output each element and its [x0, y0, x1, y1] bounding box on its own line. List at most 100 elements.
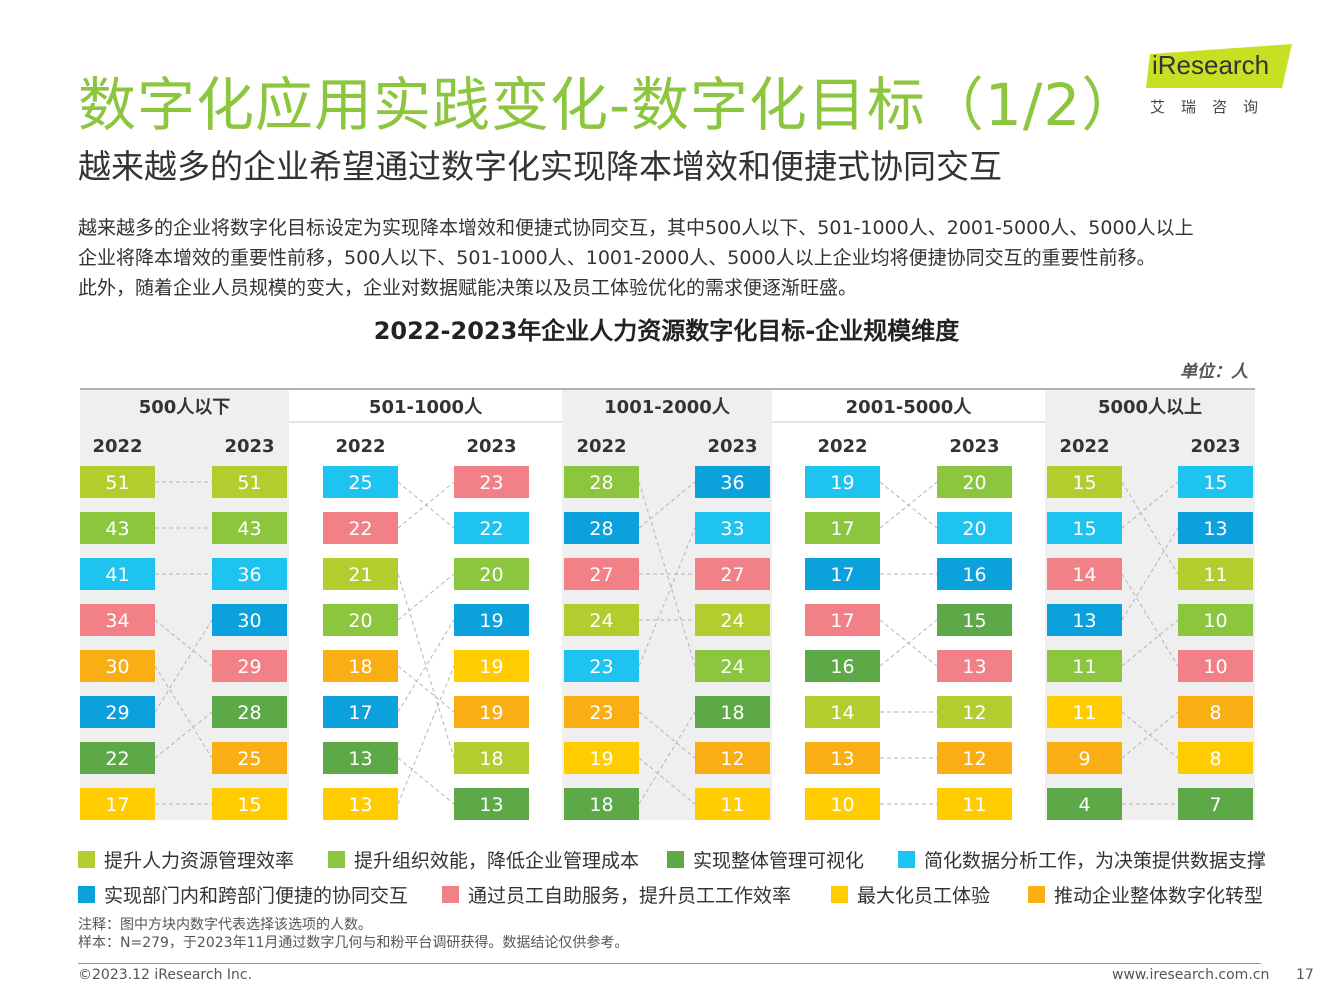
year-label-2023: 2023: [949, 436, 999, 457]
rank-2022-box: [323, 604, 398, 636]
legend-swatch: [667, 851, 684, 868]
rank-connector: [154, 711, 213, 759]
rank-2022-box: [564, 512, 639, 544]
rank-2023-box: [212, 466, 287, 498]
rank-2023-box: [937, 742, 1012, 774]
group-header-label: 500人以下: [139, 397, 231, 418]
legend-item: 简化数据分析工作，为决策提供数据支撑: [898, 846, 1266, 873]
rank-2022-value: 9: [1078, 748, 1090, 770]
rank-2022-value: 28: [589, 518, 613, 540]
rank-2022-value: 28: [589, 472, 613, 494]
rank-2022-value: 41: [105, 564, 129, 586]
group-header-label: 2001-5000人: [846, 397, 973, 418]
legend-item: 最大化员工体验: [831, 881, 990, 908]
legend-item: 提升人力资源管理效率: [78, 846, 294, 873]
year-label-2023: 2023: [1190, 436, 1240, 457]
rank-2022-value: 14: [1072, 564, 1096, 586]
rank-2023-box: [695, 466, 770, 498]
year-label-2022: 2022: [576, 436, 626, 457]
rank-connector: [1121, 527, 1179, 621]
legend-swatch: [328, 851, 345, 868]
rank-connector: [397, 665, 455, 713]
rank-2023-value: 13: [479, 794, 503, 816]
rank-connector: [638, 481, 696, 529]
rank-2022-value: 19: [589, 748, 613, 770]
rank-2022-value: 18: [589, 794, 613, 816]
rank-2023-value: 27: [720, 564, 744, 586]
year-label-2022: 2022: [817, 436, 867, 457]
rank-2023-box: [695, 650, 770, 682]
rank-2023-value: 43: [237, 518, 261, 540]
rank-2022-box: [805, 696, 880, 728]
page-number: 17: [1296, 967, 1314, 983]
rank-connector: [1121, 573, 1179, 667]
rank-2023-box: [695, 788, 770, 820]
rank-2022-box: [564, 650, 639, 682]
legend-item: 实现整体管理可视化: [667, 846, 864, 873]
year-label-2023: 2023: [224, 436, 274, 457]
rank-2023-box: [1178, 466, 1253, 498]
legend-label: 实现部门内和跨部门便捷的协同交互: [104, 885, 409, 907]
rank-2022-box: [805, 742, 880, 774]
rank-2022-box: [1047, 742, 1122, 774]
rank-connector: [879, 481, 938, 529]
rank-2023-value: 7: [1209, 794, 1221, 816]
rank-2022-value: 25: [348, 472, 372, 494]
rank-2022-box: [805, 466, 880, 498]
rank-2023-value: 11: [962, 794, 986, 816]
rank-2023-value: 51: [237, 472, 261, 494]
description: 越来越多的企业将数字化目标设定为实现降本增效和便捷式协同交互，其中500人以下、…: [78, 213, 1268, 303]
copyright: ©2023.12 iResearch Inc.: [78, 967, 253, 983]
year-label-2022: 2022: [335, 436, 385, 457]
logo-brand-text: iResearch: [1152, 50, 1270, 80]
rank-2023-box: [212, 512, 287, 544]
rank-2023-box: [937, 512, 1012, 544]
rank-2022-box: [564, 788, 639, 820]
rank-connector: [397, 619, 455, 713]
legend-swatch: [831, 886, 848, 903]
rank-2023-value: 20: [962, 472, 986, 494]
rank-2023-box: [1178, 512, 1253, 544]
year-label-2022: 2022: [1059, 436, 1109, 457]
rank-2022-box: [564, 466, 639, 498]
rank-2023-value: 20: [479, 564, 503, 586]
rank-2022-value: 17: [105, 794, 129, 816]
rank-2022-value: 23: [589, 656, 613, 678]
rank-2022-value: 13: [348, 748, 372, 770]
rank-2022-box: [80, 604, 155, 636]
rank-2023-box: [937, 558, 1012, 590]
rank-2022-box: [323, 696, 398, 728]
rank-2022-box: [805, 604, 880, 636]
rank-2022-box: [80, 742, 155, 774]
rank-2022-box: [1047, 466, 1122, 498]
rank-2023-value: 13: [1203, 518, 1227, 540]
rank-2023-box: [454, 558, 529, 590]
rank-2022-box: [1047, 604, 1122, 636]
rank-2023-box: [212, 650, 287, 682]
footer-divider: [78, 963, 1261, 964]
rank-2022-value: 4: [1078, 794, 1090, 816]
rank-2023-value: 12: [962, 702, 986, 724]
legend-label: 最大化员工体验: [857, 885, 991, 907]
rank-2022-value: 43: [105, 518, 129, 540]
rank-2023-value: 24: [720, 656, 744, 678]
rank-2023-box: [454, 788, 529, 820]
rank-2023-value: 15: [237, 794, 261, 816]
rank-2023-box: [1178, 696, 1253, 728]
legend-swatch: [1028, 886, 1045, 903]
rank-connector: [1121, 481, 1179, 575]
rank-connector: [638, 527, 696, 667]
rank-2023-value: 22: [479, 518, 503, 540]
rank-2023-value: 11: [720, 794, 744, 816]
rank-2022-value: 29: [105, 702, 129, 724]
rank-2022-value: 18: [348, 656, 372, 678]
description-line: 越来越多的企业将数字化目标设定为实现降本增效和便捷式协同交互，其中500人以下、…: [78, 217, 1194, 239]
rank-2022-value: 16: [830, 656, 854, 678]
rank-2022-value: 15: [1072, 472, 1096, 494]
rank-2022-box: [564, 558, 639, 590]
rank-2023-box: [695, 742, 770, 774]
rank-2022-value: 24: [589, 610, 613, 632]
rank-2022-value: 13: [830, 748, 854, 770]
rank-connector: [397, 573, 455, 759]
rank-2022-value: 17: [830, 610, 854, 632]
